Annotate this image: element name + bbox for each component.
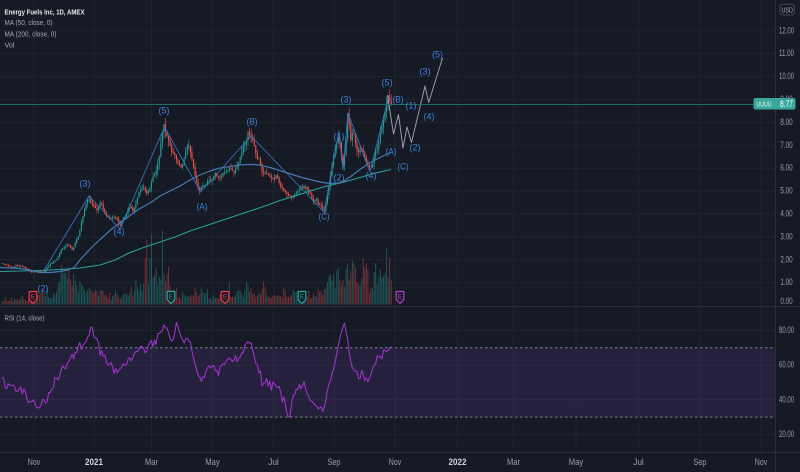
svg-text:Vol: Vol — [5, 41, 15, 50]
svg-text:5.00: 5.00 — [780, 186, 792, 197]
svg-text:Nov: Nov — [389, 457, 402, 468]
svg-text:(2): (2) — [334, 173, 345, 184]
svg-text:2022: 2022 — [449, 457, 467, 468]
svg-text:3.00: 3.00 — [780, 231, 792, 242]
svg-text:USD: USD — [781, 5, 793, 14]
svg-text:2.00: 2.00 — [780, 254, 792, 265]
svg-text:Energy Fuels Inc, 1D, AMEX: Energy Fuels Inc, 1D, AMEX — [5, 8, 85, 17]
svg-text:60.00: 60.00 — [779, 360, 794, 371]
svg-text:May: May — [205, 457, 220, 468]
svg-text:MA (50, close, 0): MA (50, close, 0) — [5, 18, 53, 27]
svg-text:(3): (3) — [341, 95, 352, 106]
svg-text:(2): (2) — [410, 143, 421, 154]
svg-text:8.77: 8.77 — [780, 99, 793, 109]
svg-text:MA (200, close, 0): MA (200, close, 0) — [5, 30, 57, 39]
svg-text:(5): (5) — [159, 106, 170, 117]
svg-text:6.00: 6.00 — [780, 163, 792, 174]
svg-text:8.00: 8.00 — [780, 117, 792, 128]
svg-text:(2): (2) — [38, 284, 49, 295]
svg-text:7.00: 7.00 — [780, 140, 792, 151]
svg-text:10.00: 10.00 — [779, 71, 794, 82]
svg-text:(4): (4) — [114, 227, 125, 238]
svg-text:40.00: 40.00 — [779, 394, 794, 405]
svg-text:(4): (4) — [366, 171, 377, 182]
svg-text:E: E — [31, 293, 36, 300]
svg-text:(B): (B) — [247, 117, 258, 128]
svg-text:Jul: Jul — [268, 457, 279, 468]
svg-text:(1): (1) — [334, 132, 345, 143]
svg-text:RSI (14, close): RSI (14, close) — [5, 314, 45, 323]
svg-text:1.00: 1.00 — [780, 277, 792, 288]
svg-text:UUUU: UUUU — [757, 100, 772, 109]
svg-text:2021: 2021 — [85, 457, 104, 468]
svg-text:(5): (5) — [432, 50, 443, 61]
svg-text:(A): (A) — [386, 147, 397, 158]
svg-text:(1): (1) — [406, 101, 417, 112]
svg-text:Sep: Sep — [694, 457, 707, 468]
svg-text:E: E — [398, 293, 403, 300]
svg-text:E: E — [300, 293, 305, 300]
svg-text:Nov: Nov — [755, 457, 768, 468]
svg-text:(A): (A) — [197, 202, 208, 213]
svg-text:(4): (4) — [424, 112, 435, 123]
svg-text:12.00: 12.00 — [779, 25, 794, 36]
svg-text:(C): (C) — [319, 212, 330, 223]
svg-text:(3): (3) — [420, 67, 431, 78]
svg-text:0.00: 0.00 — [780, 296, 792, 307]
svg-text:Mar: Mar — [507, 457, 520, 468]
svg-text:(B): (B) — [393, 95, 404, 106]
svg-text:Sep: Sep — [328, 457, 341, 468]
svg-text:(C): (C) — [398, 162, 409, 173]
svg-text:Nov: Nov — [28, 457, 41, 468]
svg-text:May: May — [569, 457, 584, 468]
svg-text:Jul: Jul — [633, 457, 644, 468]
svg-text:11.00: 11.00 — [779, 48, 794, 59]
svg-text:(3): (3) — [80, 179, 91, 190]
svg-text:Mar: Mar — [145, 457, 158, 468]
svg-text:(5): (5) — [382, 78, 393, 89]
svg-text:E: E — [223, 293, 228, 300]
svg-text:20.00: 20.00 — [779, 429, 794, 440]
svg-text:E: E — [169, 293, 174, 300]
svg-text:4.00: 4.00 — [780, 209, 792, 220]
svg-text:80.00: 80.00 — [779, 325, 794, 336]
